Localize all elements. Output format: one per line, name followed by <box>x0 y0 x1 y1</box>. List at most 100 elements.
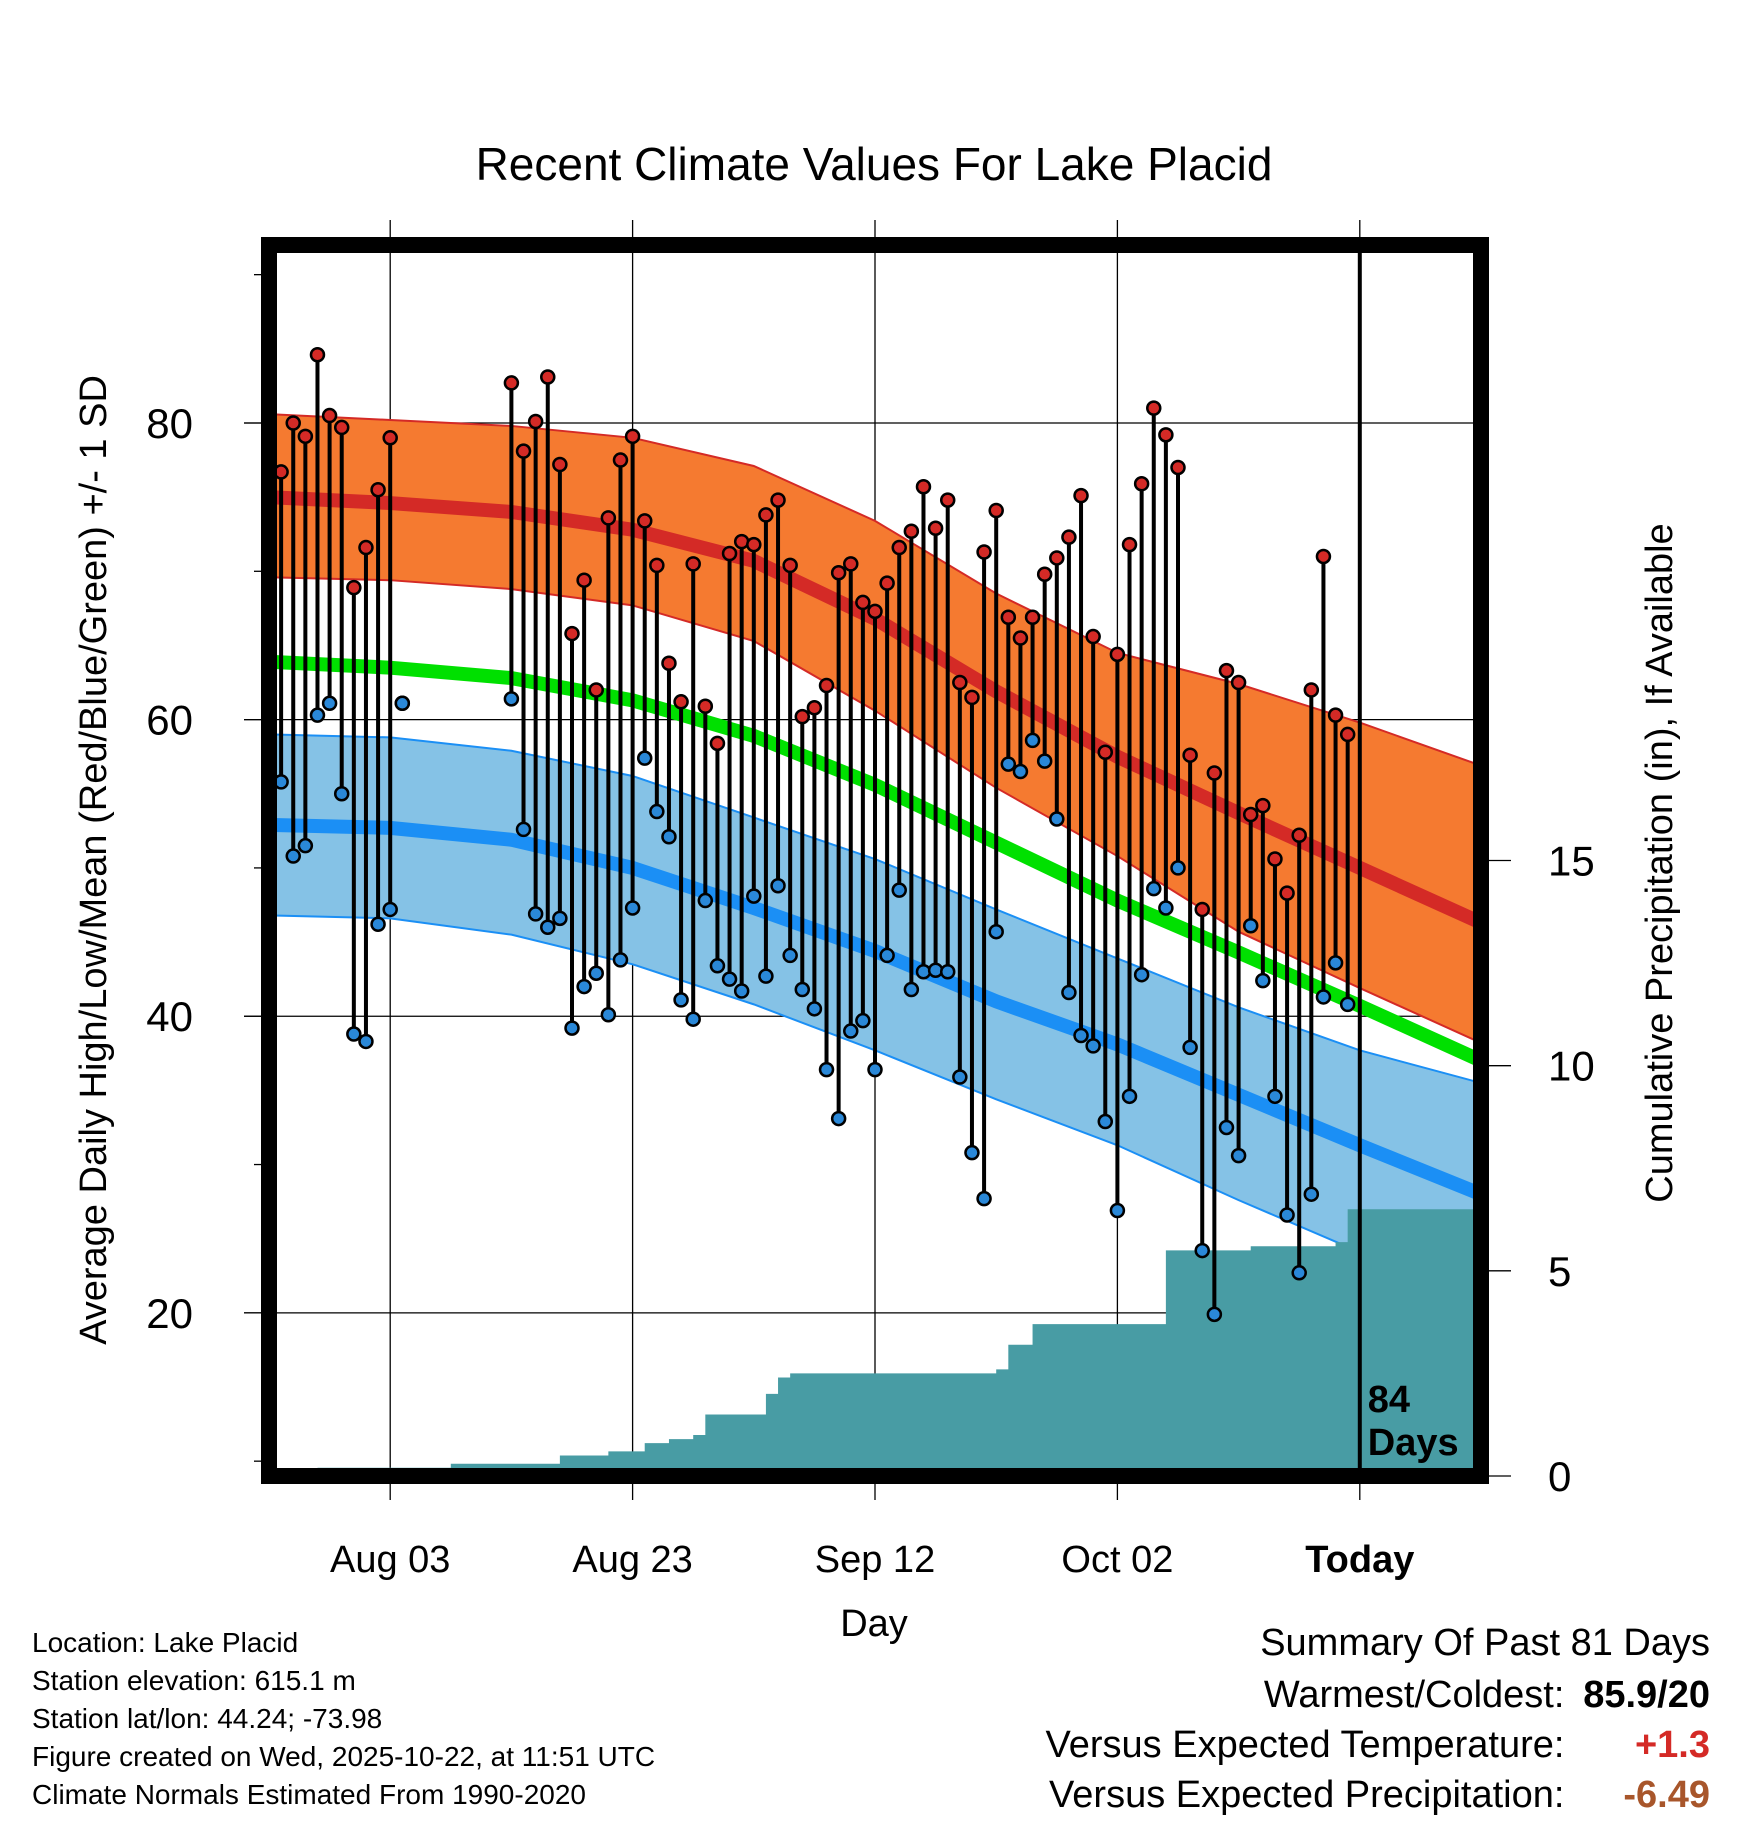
daily-low-point <box>1049 811 1065 827</box>
daily-high-point <box>1133 476 1150 492</box>
daily-high-point <box>746 536 762 553</box>
daily-low-point <box>1279 1207 1295 1223</box>
daily-high-point <box>1279 885 1295 901</box>
daily-low-point <box>782 947 798 964</box>
daily-high-point <box>527 413 544 430</box>
daily-low-point <box>1109 1202 1126 1219</box>
daily-high-point <box>1158 427 1174 443</box>
daily-low-point <box>855 1012 871 1029</box>
daily-high-point <box>709 735 726 752</box>
daily-high-point <box>624 428 641 445</box>
daily-low-point <box>770 877 786 894</box>
daily-high-point <box>515 443 532 459</box>
y2-axis-label: Cumulative Precipitation (in), If Availa… <box>1639 523 1681 1202</box>
daily-low-point <box>624 900 641 916</box>
daily-high-point <box>564 625 580 642</box>
precip-value: -6.49 <box>1623 1774 1710 1816</box>
daily-low-point <box>1012 763 1029 780</box>
daily-low-point <box>673 992 689 1008</box>
daily-low-point <box>964 1144 980 1161</box>
daily-high-point <box>540 369 556 385</box>
precip-label: Versus Expected Precipitation: <box>1049 1774 1565 1816</box>
warm-cold-label: Warmest/Coldest: <box>1263 1674 1565 1716</box>
daily-low-point <box>794 981 811 998</box>
daily-high-point <box>1242 806 1259 823</box>
daily-low-point <box>1036 753 1053 769</box>
daily-low-point <box>1291 1265 1307 1281</box>
daily-high-point <box>1012 630 1029 646</box>
daily-high-point <box>758 507 774 523</box>
daily-low-point <box>503 691 520 707</box>
daily-low-point <box>358 1033 374 1050</box>
daily-high-point <box>1267 851 1283 867</box>
daily-low-point <box>891 882 907 898</box>
daily-high-point <box>576 572 592 588</box>
daily-low-point <box>588 965 604 981</box>
daily-low-point <box>370 916 386 933</box>
x-tick-label: Aug 03 <box>330 1539 450 1581</box>
y2-tick-label: 10 <box>1548 1043 1595 1090</box>
created-text: Figure created on Wed, 2025-10-22, at 11… <box>32 1741 656 1772</box>
summary-title: Summary Of Past 81 Days <box>1260 1622 1710 1664</box>
station-info: Location: Lake Placid Station elevation:… <box>32 1624 655 1814</box>
daily-low-point <box>1242 918 1259 934</box>
daily-high-point <box>1049 550 1065 566</box>
daily-high-point <box>867 603 883 620</box>
daily-low-point <box>1097 1113 1114 1130</box>
daily-low-point <box>1170 860 1186 876</box>
daily-low-point <box>1121 1088 1138 1105</box>
daily-high-point <box>649 557 665 574</box>
daily-high-point <box>1085 628 1101 645</box>
daily-high-point <box>927 520 944 537</box>
daily-low-point <box>636 750 653 766</box>
daily-high-point <box>891 539 907 556</box>
today-count-label: 84 <box>1368 1379 1410 1421</box>
daily-high-point <box>1073 487 1089 504</box>
daily-high-point <box>915 479 932 495</box>
daily-low-point <box>1218 1119 1235 1136</box>
y-tick-label: 60 <box>146 697 193 744</box>
temp-value: +1.3 <box>1634 1724 1710 1766</box>
daily-high-point <box>964 689 980 706</box>
daily-low-point <box>952 1069 968 1085</box>
daily-low-point <box>540 919 556 935</box>
y-tick-label: 20 <box>146 1290 193 1337</box>
daily-low-point <box>1339 996 1356 1013</box>
daily-high-point <box>1255 797 1271 814</box>
daily-high-point <box>1206 765 1223 781</box>
daily-high-point <box>1182 747 1198 763</box>
daily-low-point <box>394 695 411 712</box>
daily-high-point <box>1291 827 1307 844</box>
daily-low-point <box>830 1110 847 1127</box>
daily-low-point <box>552 910 568 927</box>
daily-high-point <box>697 698 714 715</box>
daily-high-point <box>346 579 362 596</box>
daily-low-point <box>661 829 677 845</box>
daily-high-point <box>661 655 677 671</box>
daily-high-point <box>879 575 895 591</box>
daily-high-point <box>297 428 314 445</box>
daily-low-point <box>976 1190 992 1207</box>
today-days-label: Days <box>1368 1422 1459 1464</box>
daily-low-point <box>1085 1038 1101 1054</box>
daily-high-point <box>1061 529 1077 545</box>
daily-low-point <box>1133 966 1150 983</box>
daily-low-point <box>515 821 532 838</box>
daily-high-point <box>830 565 847 581</box>
daily-low-point <box>758 968 774 984</box>
daily-low-point <box>297 837 314 854</box>
daily-low-point <box>721 971 738 987</box>
daily-low-point <box>843 1023 859 1039</box>
daily-low-point <box>346 1026 362 1042</box>
daily-low-point <box>1146 880 1162 897</box>
daily-high-point <box>770 492 786 508</box>
precip-area <box>269 1209 1481 1476</box>
daily-low-point <box>285 848 301 864</box>
daily-low-point <box>1327 955 1344 971</box>
daily-high-point <box>1109 646 1126 663</box>
daily-high-point <box>552 456 568 473</box>
summary-precip: Versus Expected Precipitation: -6.49 <box>1049 1774 1710 1817</box>
daily-low-point <box>818 1061 835 1078</box>
daily-low-point <box>1000 756 1017 772</box>
daily-high-point <box>806 699 823 716</box>
